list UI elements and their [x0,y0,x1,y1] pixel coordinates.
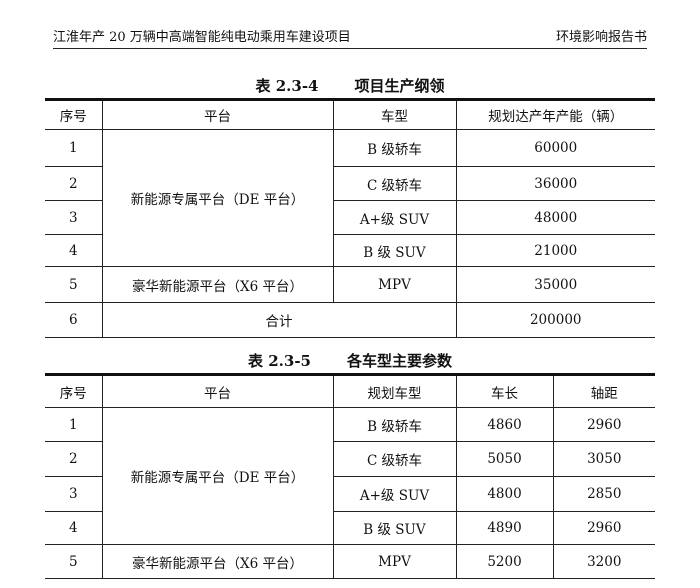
table-row: 1 新能源专属平台（DE 平台） B 级轿车 4860 2960 [45,407,655,545]
cell: 3200 [552,544,655,579]
header-project-title: 江淮年产 20 万辆中高端智能纯电动乘用车建设项目 [53,30,351,45]
cell: 48000 [455,200,655,235]
table-row: 3 A+级 SUV 48000 [45,200,655,235]
col-header: 平台 [101,373,334,408]
table-row: 5 豪华新能源平台（X6 平台） MPV 35000 [45,266,655,303]
table-row-total: 6 合计 200000 [45,302,655,338]
cell: 35000 [455,266,655,303]
table2-number: 表 2.3-5 [248,352,311,370]
cell: B 级 SUV [332,234,457,267]
col-header: 序号 [45,98,103,130]
col-header: 车长 [455,373,554,408]
cell: A+级 SUV [332,200,457,235]
vehicle-params-table: 序号 平台 规划车型 车长 轴距 1 新能源专属平台（DE 平台） B 级轿车 4860 296… [45,373,655,579]
production-table: 序号 平台 车型 规划达产年产能（辆） 1 新能源专属平台（DE 平台） B 级轿车 600… [45,98,655,338]
cell: 5200 [455,544,554,579]
cell: 36000 [455,166,655,201]
table-row: 4 B 级 SUV 21000 [45,234,655,267]
col-header: 车型 [332,98,457,130]
cell: 3050 [552,441,655,477]
table-header-row: 序号 平台 车型 规划达产年产能（辆） [45,98,655,130]
cell: 2960 [552,511,655,545]
table1-title: 项目生产纲领 [354,77,445,95]
table-row: 5 豪华新能源平台（X6 平台） MPV 5200 3200 [45,544,655,579]
cell: 3 [45,200,103,235]
table-row: 1 新能源专属平台（DE 平台） B 级轿车 60000 [45,129,655,267]
table2-title: 各车型主要参数 [346,352,452,370]
header-doc-type: 环境影响报告书 [555,30,647,45]
cell: 2 [45,441,103,477]
cell: 3 [45,476,103,512]
cell: 2960 [552,407,655,442]
page-header: 江淮年产 20 万辆中高端智能纯电动乘用车建设项目 环境影响报告书 [53,26,647,49]
cell: 5 [45,266,103,303]
cell: 1 [45,129,103,167]
cell-platform: 新能源专属平台（DE 平台） [101,129,334,267]
col-header: 规划达产年产能（辆） [455,98,655,130]
cell: 6 [45,302,103,338]
cell: 4890 [455,511,554,545]
cell-platform: 新能源专属平台（DE 平台） [101,407,334,545]
cell: 21000 [455,234,655,267]
cell: B 级 SUV [332,511,457,545]
cell: B 级轿车 [332,129,457,167]
table-row: 2 C 级轿车 5050 3050 [45,441,655,477]
cell-total-label: 合计 [101,302,457,338]
cell: C 级轿车 [332,441,457,477]
cell: MPV [332,266,457,303]
cell: 4800 [455,476,554,512]
cell-platform: 豪华新能源平台（X6 平台） [101,266,334,303]
cell: 4860 [455,407,554,442]
cell: 5 [45,544,103,579]
table1-caption: 表 2.3-4 项目生产纲领 [0,75,700,96]
cell: 60000 [455,129,655,167]
cell: MPV [332,544,457,579]
table-row: 3 A+级 SUV 4800 2850 [45,476,655,512]
cell: 4 [45,511,103,545]
cell: B 级轿车 [332,407,457,442]
cell-total: 200000 [455,302,655,338]
cell: C 级轿车 [332,166,457,201]
cell: 1 [45,407,103,442]
cell: 4 [45,234,103,267]
table2-caption: 表 2.3-5 各车型主要参数 [0,350,700,371]
table1-number: 表 2.3-4 [255,77,319,95]
col-header: 序号 [45,373,103,408]
cell: 2850 [552,476,655,512]
col-header: 规划车型 [332,373,457,408]
col-header: 轴距 [552,373,655,408]
col-header: 平台 [101,98,334,130]
table-header-row: 序号 平台 规划车型 车长 轴距 [45,373,655,408]
cell-platform: 豪华新能源平台（X6 平台） [101,544,334,579]
cell: 5050 [455,441,554,477]
cell: 2 [45,166,103,201]
cell: A+级 SUV [332,476,457,512]
